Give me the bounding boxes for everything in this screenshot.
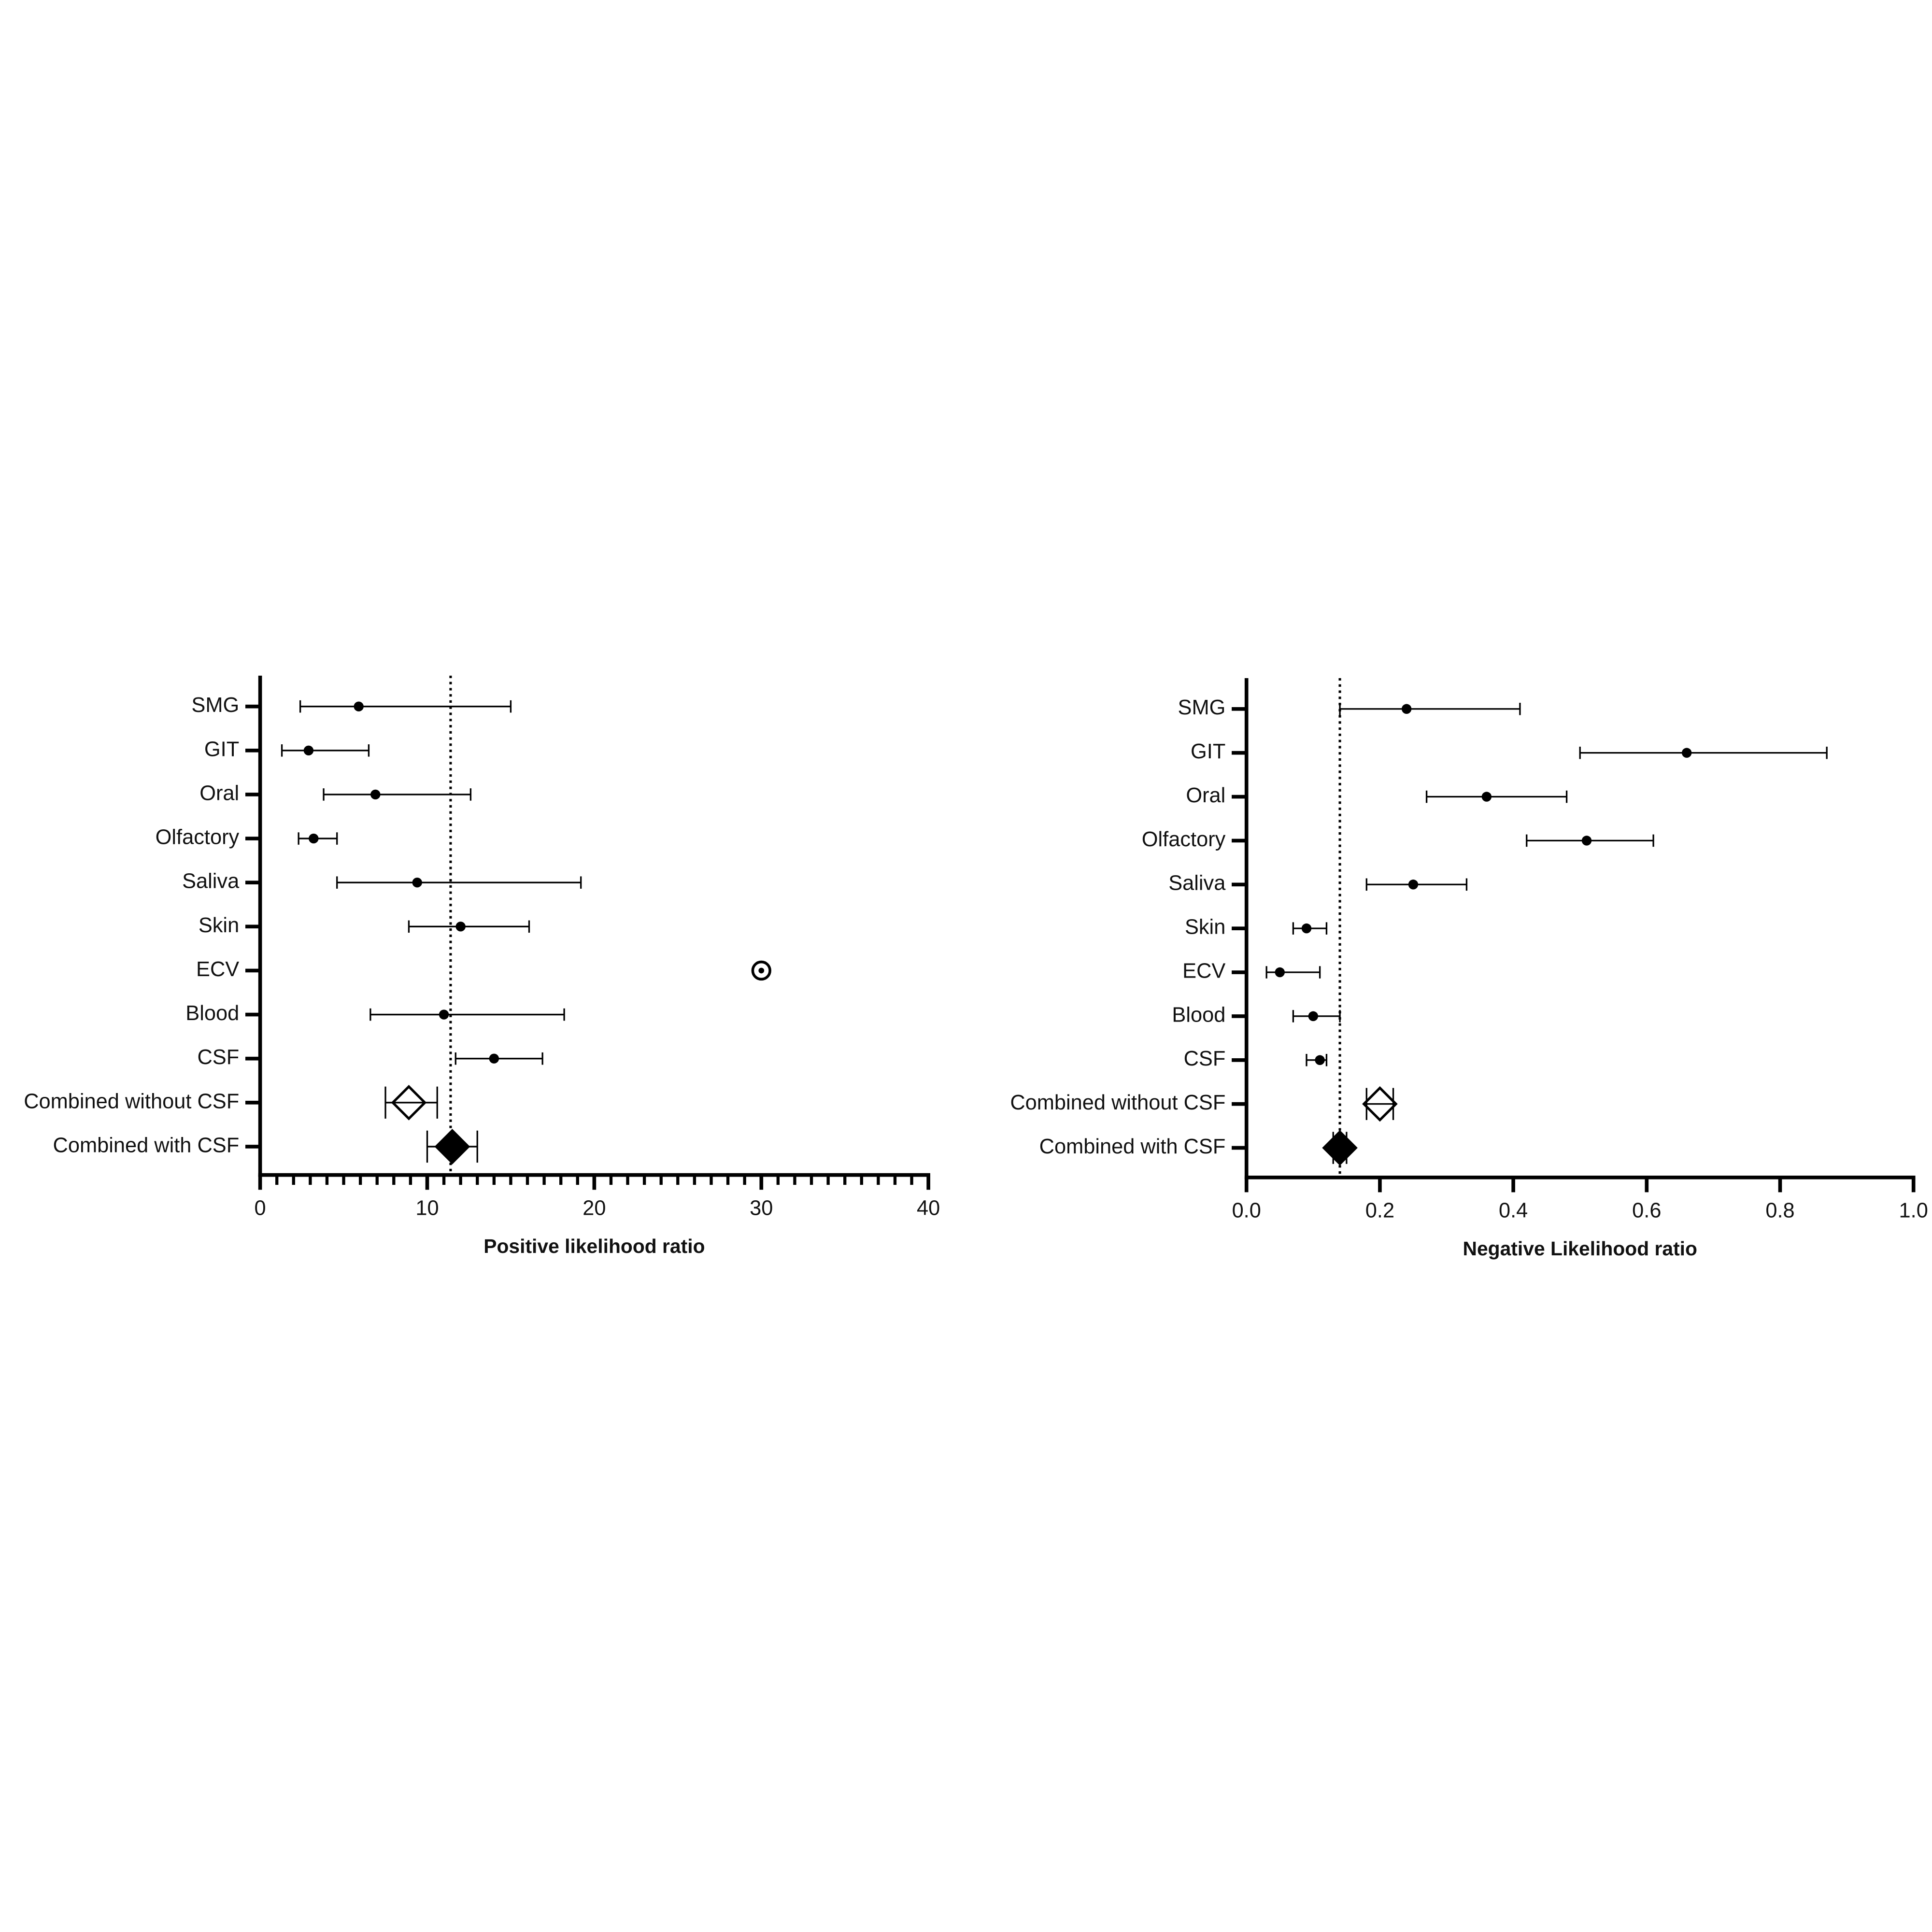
- y-tick-label: SMG: [1178, 696, 1226, 719]
- x-tick-label: 0.8: [1765, 1199, 1794, 1222]
- y-tick-label: GIT: [204, 738, 239, 761]
- x-tick-label: 0.4: [1499, 1199, 1528, 1222]
- point-ring: [751, 960, 771, 981]
- y-tick-label: Oral: [1186, 784, 1225, 807]
- x-tick-label: 0.6: [1632, 1199, 1661, 1222]
- y-tick-label: ECV: [1182, 959, 1225, 982]
- point: [354, 701, 364, 711]
- point: [309, 833, 319, 844]
- y-tick-label: Combined without CSF: [1010, 1091, 1225, 1114]
- y-tick-label: CSF: [1184, 1047, 1226, 1070]
- point: [1301, 923, 1312, 934]
- y-tick-label: SMG: [191, 694, 239, 717]
- y-tick-label: Blood: [1172, 1003, 1225, 1026]
- y-tick-label: Saliva: [182, 870, 240, 893]
- y-tick-label: Saliva: [1168, 872, 1226, 895]
- point: [370, 789, 381, 800]
- point: [1581, 836, 1592, 846]
- x-tick-label: 20: [582, 1197, 606, 1220]
- y-tick-label: Combined with CSF: [53, 1134, 240, 1157]
- x-tick-label: 0.0: [1232, 1199, 1261, 1222]
- y-tick-label: Combined without CSF: [24, 1090, 239, 1113]
- point: [489, 1053, 499, 1064]
- point: [439, 1009, 449, 1020]
- y-tick-label: Skin: [1185, 916, 1225, 939]
- x-axis-title: Negative Likelihood ratio: [1463, 1237, 1697, 1260]
- y-tick-label: Olfactory: [1142, 828, 1226, 851]
- point: [303, 745, 314, 756]
- y-tick-label: Olfactory: [156, 826, 240, 849]
- point: [1315, 1055, 1325, 1065]
- x-tick-label: 40: [917, 1197, 940, 1220]
- y-tick-label: CSF: [197, 1046, 239, 1069]
- x-axis-title: Positive likelihood ratio: [483, 1235, 705, 1257]
- y-tick-label: Skin: [199, 914, 239, 937]
- y-tick-label: GIT: [1191, 740, 1225, 763]
- x-tick-label: 1.0: [1899, 1199, 1928, 1222]
- point: [1401, 704, 1412, 714]
- x-tick-label: 10: [415, 1197, 439, 1220]
- y-tick-label: ECV: [196, 958, 239, 981]
- y-tick-label: Combined with CSF: [1039, 1135, 1226, 1158]
- point-center: [758, 967, 765, 974]
- point: [1408, 880, 1419, 890]
- diamond: [391, 1085, 427, 1121]
- diamond: [434, 1129, 470, 1165]
- point: [455, 922, 466, 932]
- point: [1275, 967, 1285, 978]
- y-tick-label: Blood: [185, 1002, 239, 1025]
- x-tick-label: 0: [255, 1197, 266, 1220]
- y-tick-label: Oral: [199, 781, 239, 805]
- point: [1681, 748, 1692, 758]
- point: [751, 960, 771, 981]
- x-tick-label: 30: [750, 1197, 773, 1220]
- point: [1308, 1011, 1319, 1022]
- point: [1481, 792, 1492, 802]
- diamond: [1362, 1086, 1398, 1122]
- x-tick-label: 0.2: [1365, 1199, 1394, 1222]
- point: [412, 877, 422, 888]
- diamond: [1322, 1130, 1358, 1166]
